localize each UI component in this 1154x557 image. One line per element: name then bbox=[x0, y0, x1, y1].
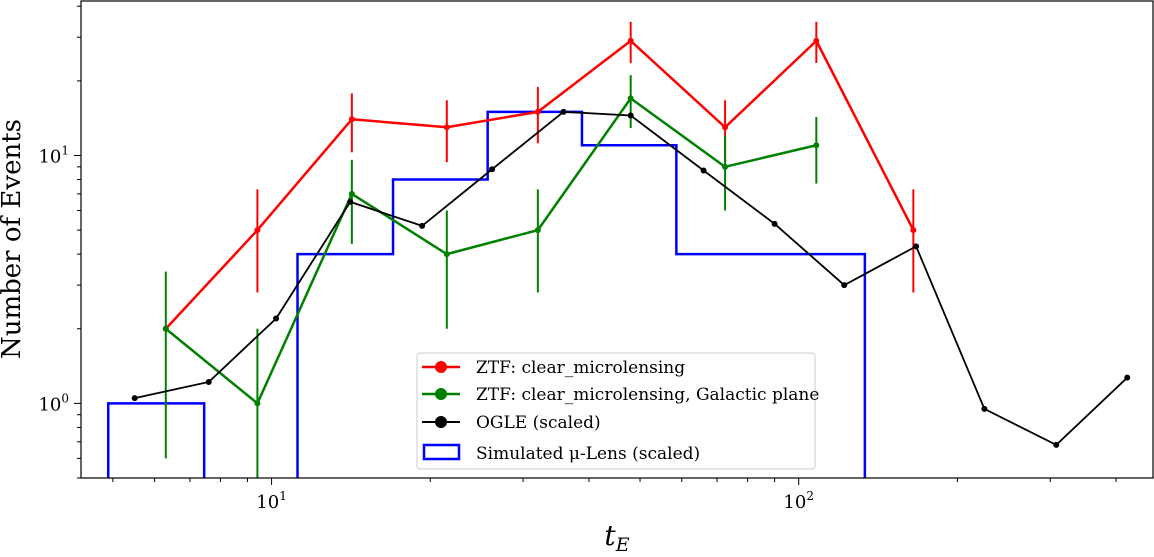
point-ztf bbox=[534, 108, 541, 115]
point-ztf-galactic bbox=[534, 227, 541, 234]
point-ztf bbox=[348, 116, 355, 123]
x-axis-label-main: t bbox=[604, 519, 616, 552]
legend-entry-simulated: Simulated μ-Lens (scaled) bbox=[422, 443, 700, 464]
point-ztf bbox=[627, 37, 634, 44]
y-tick-label: 101 bbox=[38, 143, 69, 167]
legend-label-simulated: Simulated μ-Lens (scaled) bbox=[476, 444, 700, 464]
point-ogle bbox=[489, 166, 496, 173]
series-ztf-galactic-line bbox=[165, 97, 817, 405]
point-ogle bbox=[1053, 441, 1060, 448]
plot-frame bbox=[80, 0, 1154, 479]
point-ogle bbox=[913, 243, 920, 250]
point-ztf bbox=[722, 124, 729, 131]
legend-label-ztf: ZTF: clear_microlensing bbox=[476, 358, 685, 378]
point-ogle bbox=[560, 108, 567, 115]
point-ztf-galactic bbox=[722, 163, 729, 170]
y-tick-label: 100 bbox=[38, 391, 69, 415]
point-ogle bbox=[700, 167, 707, 174]
legend-entry-ztf: ZTF: clear_microlensing bbox=[422, 358, 685, 378]
series-ztf-line bbox=[164, 39, 915, 330]
point-ztf-galactic bbox=[813, 142, 820, 149]
legend-box bbox=[416, 352, 816, 470]
point-ogle bbox=[1124, 374, 1131, 381]
x-axis-label: tE bbox=[604, 519, 629, 553]
point-ogle bbox=[841, 282, 848, 289]
legend-label-ogle: OGLE (scaled) bbox=[476, 413, 601, 433]
point-ztf-galactic bbox=[254, 400, 261, 407]
legend: ZTF: clear_microlensing ZTF: clear_micro… bbox=[416, 352, 819, 470]
legend-entry-ogle: OGLE (scaled) bbox=[422, 413, 601, 433]
point-ztf bbox=[254, 227, 261, 234]
point-ztf bbox=[813, 37, 820, 44]
point-ztf bbox=[910, 227, 917, 234]
point-ogle bbox=[205, 378, 212, 385]
point-ztf-galactic bbox=[348, 190, 355, 197]
series-simulated-step bbox=[107, 110, 867, 478]
point-ztf bbox=[443, 124, 450, 131]
point-ztf-galactic bbox=[443, 251, 450, 258]
axes-layer: 101 102 100 101 bbox=[38, 5, 1117, 513]
point-ogle bbox=[273, 315, 280, 322]
point-ztf-galactic bbox=[627, 95, 634, 102]
x-tick-label: 102 bbox=[783, 489, 814, 513]
x-tick-label: 101 bbox=[256, 489, 287, 513]
x-axis-label-sub: E bbox=[615, 534, 630, 553]
point-ztf-galactic bbox=[162, 325, 169, 332]
legend-entry-ztf-galactic: ZTF: clear_microlensing, Galactic plane bbox=[422, 385, 819, 405]
point-ogle bbox=[981, 405, 988, 412]
legend-label-ztf-galactic: ZTF: clear_microlensing, Galactic plane bbox=[476, 385, 819, 405]
point-ogle bbox=[347, 198, 354, 205]
y-axis-label: Number of Events bbox=[0, 119, 27, 359]
point-ogle bbox=[419, 222, 426, 229]
plot-data-layer bbox=[107, 21, 1131, 478]
point-ogle bbox=[627, 112, 634, 119]
point-ogle bbox=[771, 220, 778, 227]
point-ogle bbox=[131, 395, 138, 402]
